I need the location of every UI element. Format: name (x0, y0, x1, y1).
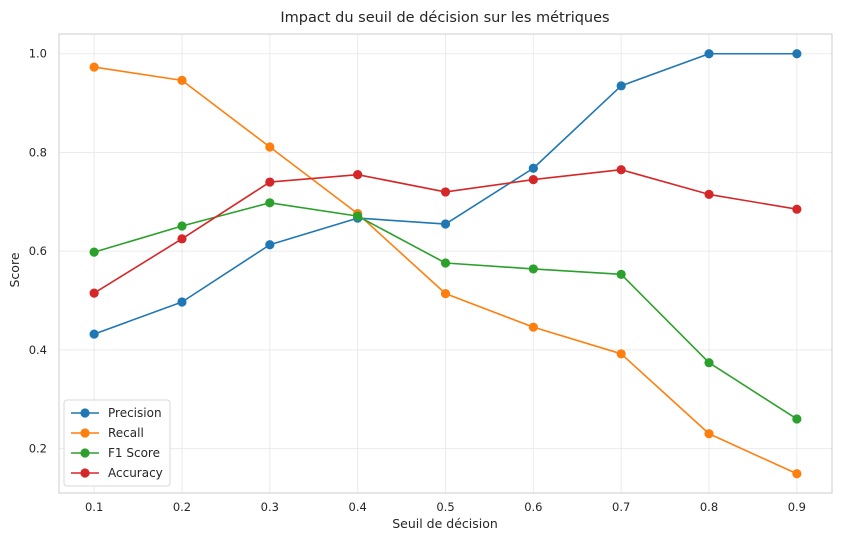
data-point-f1-score (528, 264, 538, 274)
data-point-recall (440, 289, 451, 299)
data-point-precision (616, 81, 626, 91)
data-point-accuracy (265, 177, 275, 187)
series-recall (89, 62, 802, 479)
data-point-precision (704, 49, 714, 59)
data-point-f1-score (177, 221, 187, 231)
x-axis-ticks: 0.1 0.2 0.3 0.4 0.5 0.6 0.7 0.8 0.9 (85, 500, 806, 514)
legend: Precision Recall F1 Score Accuracy (63, 399, 171, 487)
legend-marker (80, 428, 90, 438)
data-point-precision (265, 240, 275, 250)
legend-item-recall: Recall (71, 426, 144, 440)
x-tick-label: 0.5 (436, 500, 454, 514)
data-point-precision (440, 219, 451, 229)
data-point-accuracy (704, 189, 714, 200)
grid (59, 34, 832, 493)
x-axis-label: Seuil de décision (392, 516, 498, 531)
x-tick-label: 0.4 (349, 500, 367, 514)
data-point-f1-score (265, 198, 275, 208)
y-tick-label: 0.8 (29, 145, 47, 159)
legend-label: Accuracy (108, 466, 163, 480)
x-tick-label: 0.3 (261, 500, 279, 514)
x-tick-label: 0.1 (85, 500, 103, 514)
data-point-accuracy (353, 170, 363, 180)
legend-item-precision: Precision (71, 406, 162, 420)
y-tick-label: 1.0 (29, 47, 47, 61)
data-point-accuracy (89, 288, 99, 298)
data-point-precision (792, 49, 802, 59)
data-point-accuracy (177, 234, 187, 244)
data-point-precision (89, 329, 99, 339)
data-point-f1-score (792, 414, 802, 424)
x-tick-label: 0.8 (700, 500, 718, 514)
legend-label: F1 Score (108, 446, 160, 460)
legend-item-accuracy: Accuracy (71, 466, 163, 480)
series-accuracy (89, 165, 802, 298)
data-point-precision (177, 297, 187, 307)
data-point-accuracy (528, 174, 538, 185)
data-point-recall (528, 322, 538, 332)
data-point-recall (616, 349, 626, 359)
x-tick-label: 0.9 (788, 500, 806, 514)
x-tick-label: 0.7 (612, 500, 630, 514)
y-tick-label: 0.4 (29, 343, 47, 357)
data-point-f1-score (89, 247, 99, 257)
series-layer (89, 49, 802, 479)
x-tick-label: 0.2 (173, 500, 191, 514)
legend-label: Precision (108, 406, 162, 420)
legend-item-f1-score: F1 Score (71, 446, 160, 460)
series-f1-score (89, 198, 802, 424)
y-axis-label: Score (7, 252, 22, 287)
data-point-recall (704, 429, 714, 439)
data-point-f1-score (440, 258, 451, 268)
data-point-accuracy (792, 204, 802, 214)
y-tick-label: 0.2 (29, 442, 47, 456)
y-tick-label: 0.6 (29, 244, 47, 258)
series-precision (89, 49, 802, 339)
data-point-recall (265, 142, 275, 152)
data-point-accuracy (616, 165, 626, 175)
data-point-recall (89, 62, 99, 72)
legend-marker (80, 448, 90, 458)
data-point-precision (528, 163, 538, 173)
data-point-accuracy (440, 187, 451, 197)
data-point-f1-score (704, 358, 714, 368)
legend-label: Recall (108, 426, 144, 440)
chart-title: Impact du seuil de décision sur les métr… (280, 10, 609, 26)
y-axis-ticks: 0.2 0.4 0.6 0.8 1.0 (29, 47, 47, 456)
x-tick-label: 0.6 (524, 500, 542, 514)
legend-marker (80, 408, 90, 418)
plot-frame (58, 33, 833, 494)
legend-marker (80, 468, 90, 478)
data-point-f1-score (353, 211, 363, 221)
data-point-recall (792, 469, 802, 479)
legend-box (63, 399, 171, 487)
data-point-recall (177, 75, 187, 85)
data-point-f1-score (616, 269, 626, 279)
